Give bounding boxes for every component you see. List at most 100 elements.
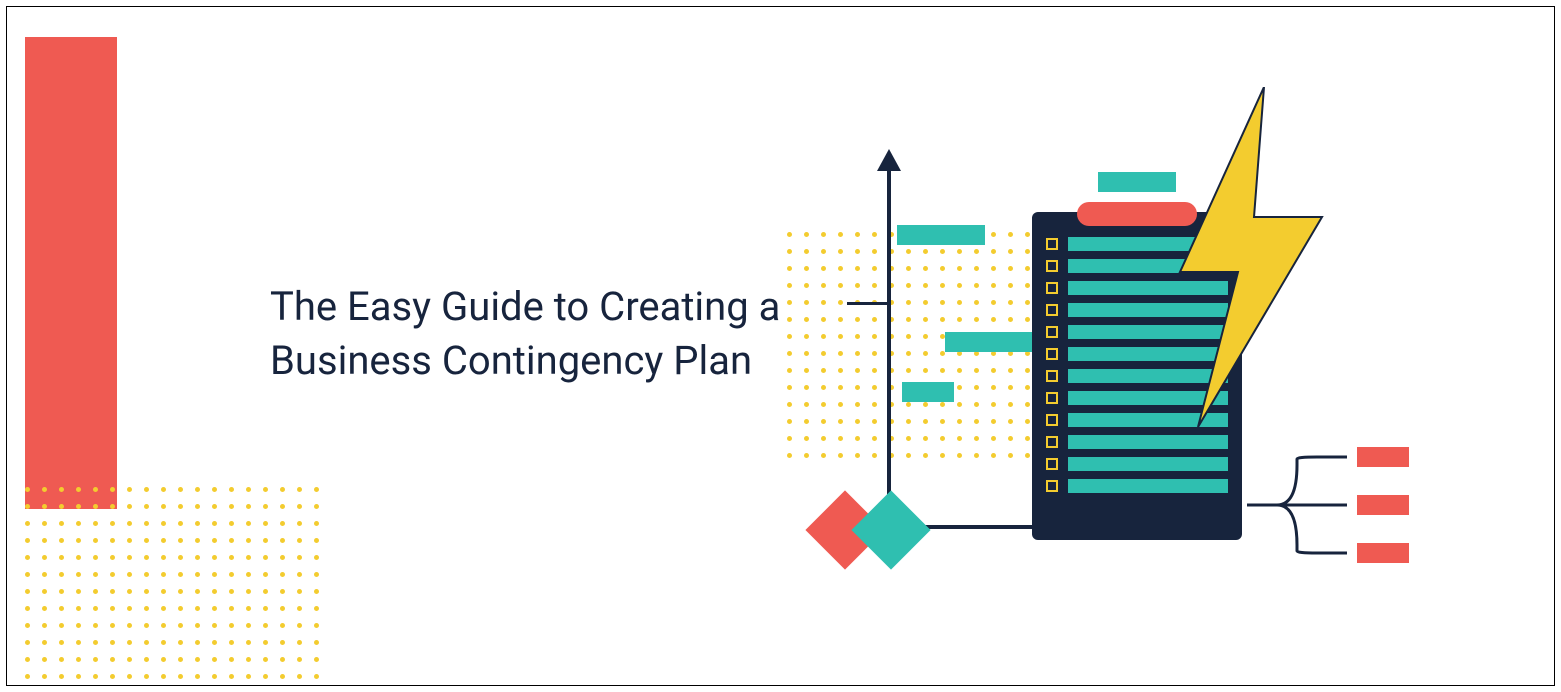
dot — [161, 487, 166, 492]
dot — [161, 521, 166, 526]
dot — [212, 572, 217, 577]
dot — [178, 623, 183, 628]
branch-bar — [1357, 447, 1409, 467]
dot — [297, 674, 302, 679]
dot — [212, 487, 217, 492]
dot — [42, 487, 47, 492]
dot — [110, 606, 115, 611]
dot — [246, 606, 251, 611]
dot — [110, 572, 115, 577]
dot — [195, 674, 200, 679]
dot — [229, 640, 234, 645]
dot — [297, 504, 302, 509]
dot — [195, 487, 200, 492]
dot — [25, 589, 30, 594]
dot — [263, 606, 268, 611]
dot — [76, 589, 81, 594]
dot — [263, 487, 268, 492]
dot — [110, 674, 115, 679]
server-led-icon — [1046, 326, 1058, 338]
dot — [263, 657, 268, 662]
branch-bar — [1357, 495, 1409, 515]
dot — [42, 521, 47, 526]
dot — [263, 555, 268, 560]
dot — [144, 623, 149, 628]
dot — [161, 504, 166, 509]
dot — [314, 521, 319, 526]
dot — [212, 538, 217, 543]
server-led-icon — [1046, 348, 1058, 360]
dot — [127, 487, 132, 492]
server-led-icon — [1046, 260, 1058, 272]
dot — [93, 555, 98, 560]
dot — [212, 674, 217, 679]
dot — [110, 521, 115, 526]
dot — [178, 674, 183, 679]
dot — [280, 623, 285, 628]
diamond-icon — [851, 490, 930, 569]
dot — [76, 555, 81, 560]
dot — [25, 538, 30, 543]
dot — [93, 623, 98, 628]
server-led-icon — [1046, 414, 1058, 426]
dot — [178, 657, 183, 662]
dot — [144, 674, 149, 679]
dot — [127, 606, 132, 611]
dot — [25, 504, 30, 509]
dot — [297, 623, 302, 628]
dot — [93, 657, 98, 662]
dot — [212, 657, 217, 662]
server-led-icon — [1046, 304, 1058, 316]
dot — [59, 589, 64, 594]
dot — [93, 589, 98, 594]
dot — [127, 640, 132, 645]
dot — [229, 555, 234, 560]
server-row — [1046, 454, 1228, 474]
dot — [93, 572, 98, 577]
dot — [110, 657, 115, 662]
server-row — [1046, 432, 1228, 452]
dot — [161, 674, 166, 679]
dot — [314, 674, 319, 679]
dot — [42, 640, 47, 645]
dot — [76, 521, 81, 526]
dot — [280, 572, 285, 577]
dot — [314, 657, 319, 662]
accent-bar-left — [25, 37, 117, 509]
dot — [263, 572, 268, 577]
dot — [229, 572, 234, 577]
dot — [195, 555, 200, 560]
dot — [263, 623, 268, 628]
dot — [246, 487, 251, 492]
branch-bar — [1357, 543, 1409, 563]
axis-tick — [847, 302, 891, 305]
dot — [25, 572, 30, 577]
axis-vertical — [887, 167, 891, 527]
dot — [229, 504, 234, 509]
dot — [263, 589, 268, 594]
gantt-bar — [897, 225, 985, 245]
dot — [212, 623, 217, 628]
dot — [161, 538, 166, 543]
dot — [178, 589, 183, 594]
server-led-icon — [1046, 480, 1058, 492]
dot — [246, 504, 251, 509]
dot — [314, 572, 319, 577]
dot — [212, 504, 217, 509]
dot — [280, 606, 285, 611]
dot — [314, 623, 319, 628]
dot — [76, 572, 81, 577]
dot — [229, 674, 234, 679]
dot — [195, 623, 200, 628]
dot — [76, 504, 81, 509]
dot — [263, 538, 268, 543]
dot — [178, 572, 183, 577]
dot — [25, 640, 30, 645]
dot-grid-bottom-left — [25, 487, 319, 679]
dot — [110, 589, 115, 594]
dot — [93, 487, 98, 492]
illustration-group — [787, 107, 1437, 607]
dot — [144, 555, 149, 560]
dot — [229, 657, 234, 662]
dot — [263, 674, 268, 679]
